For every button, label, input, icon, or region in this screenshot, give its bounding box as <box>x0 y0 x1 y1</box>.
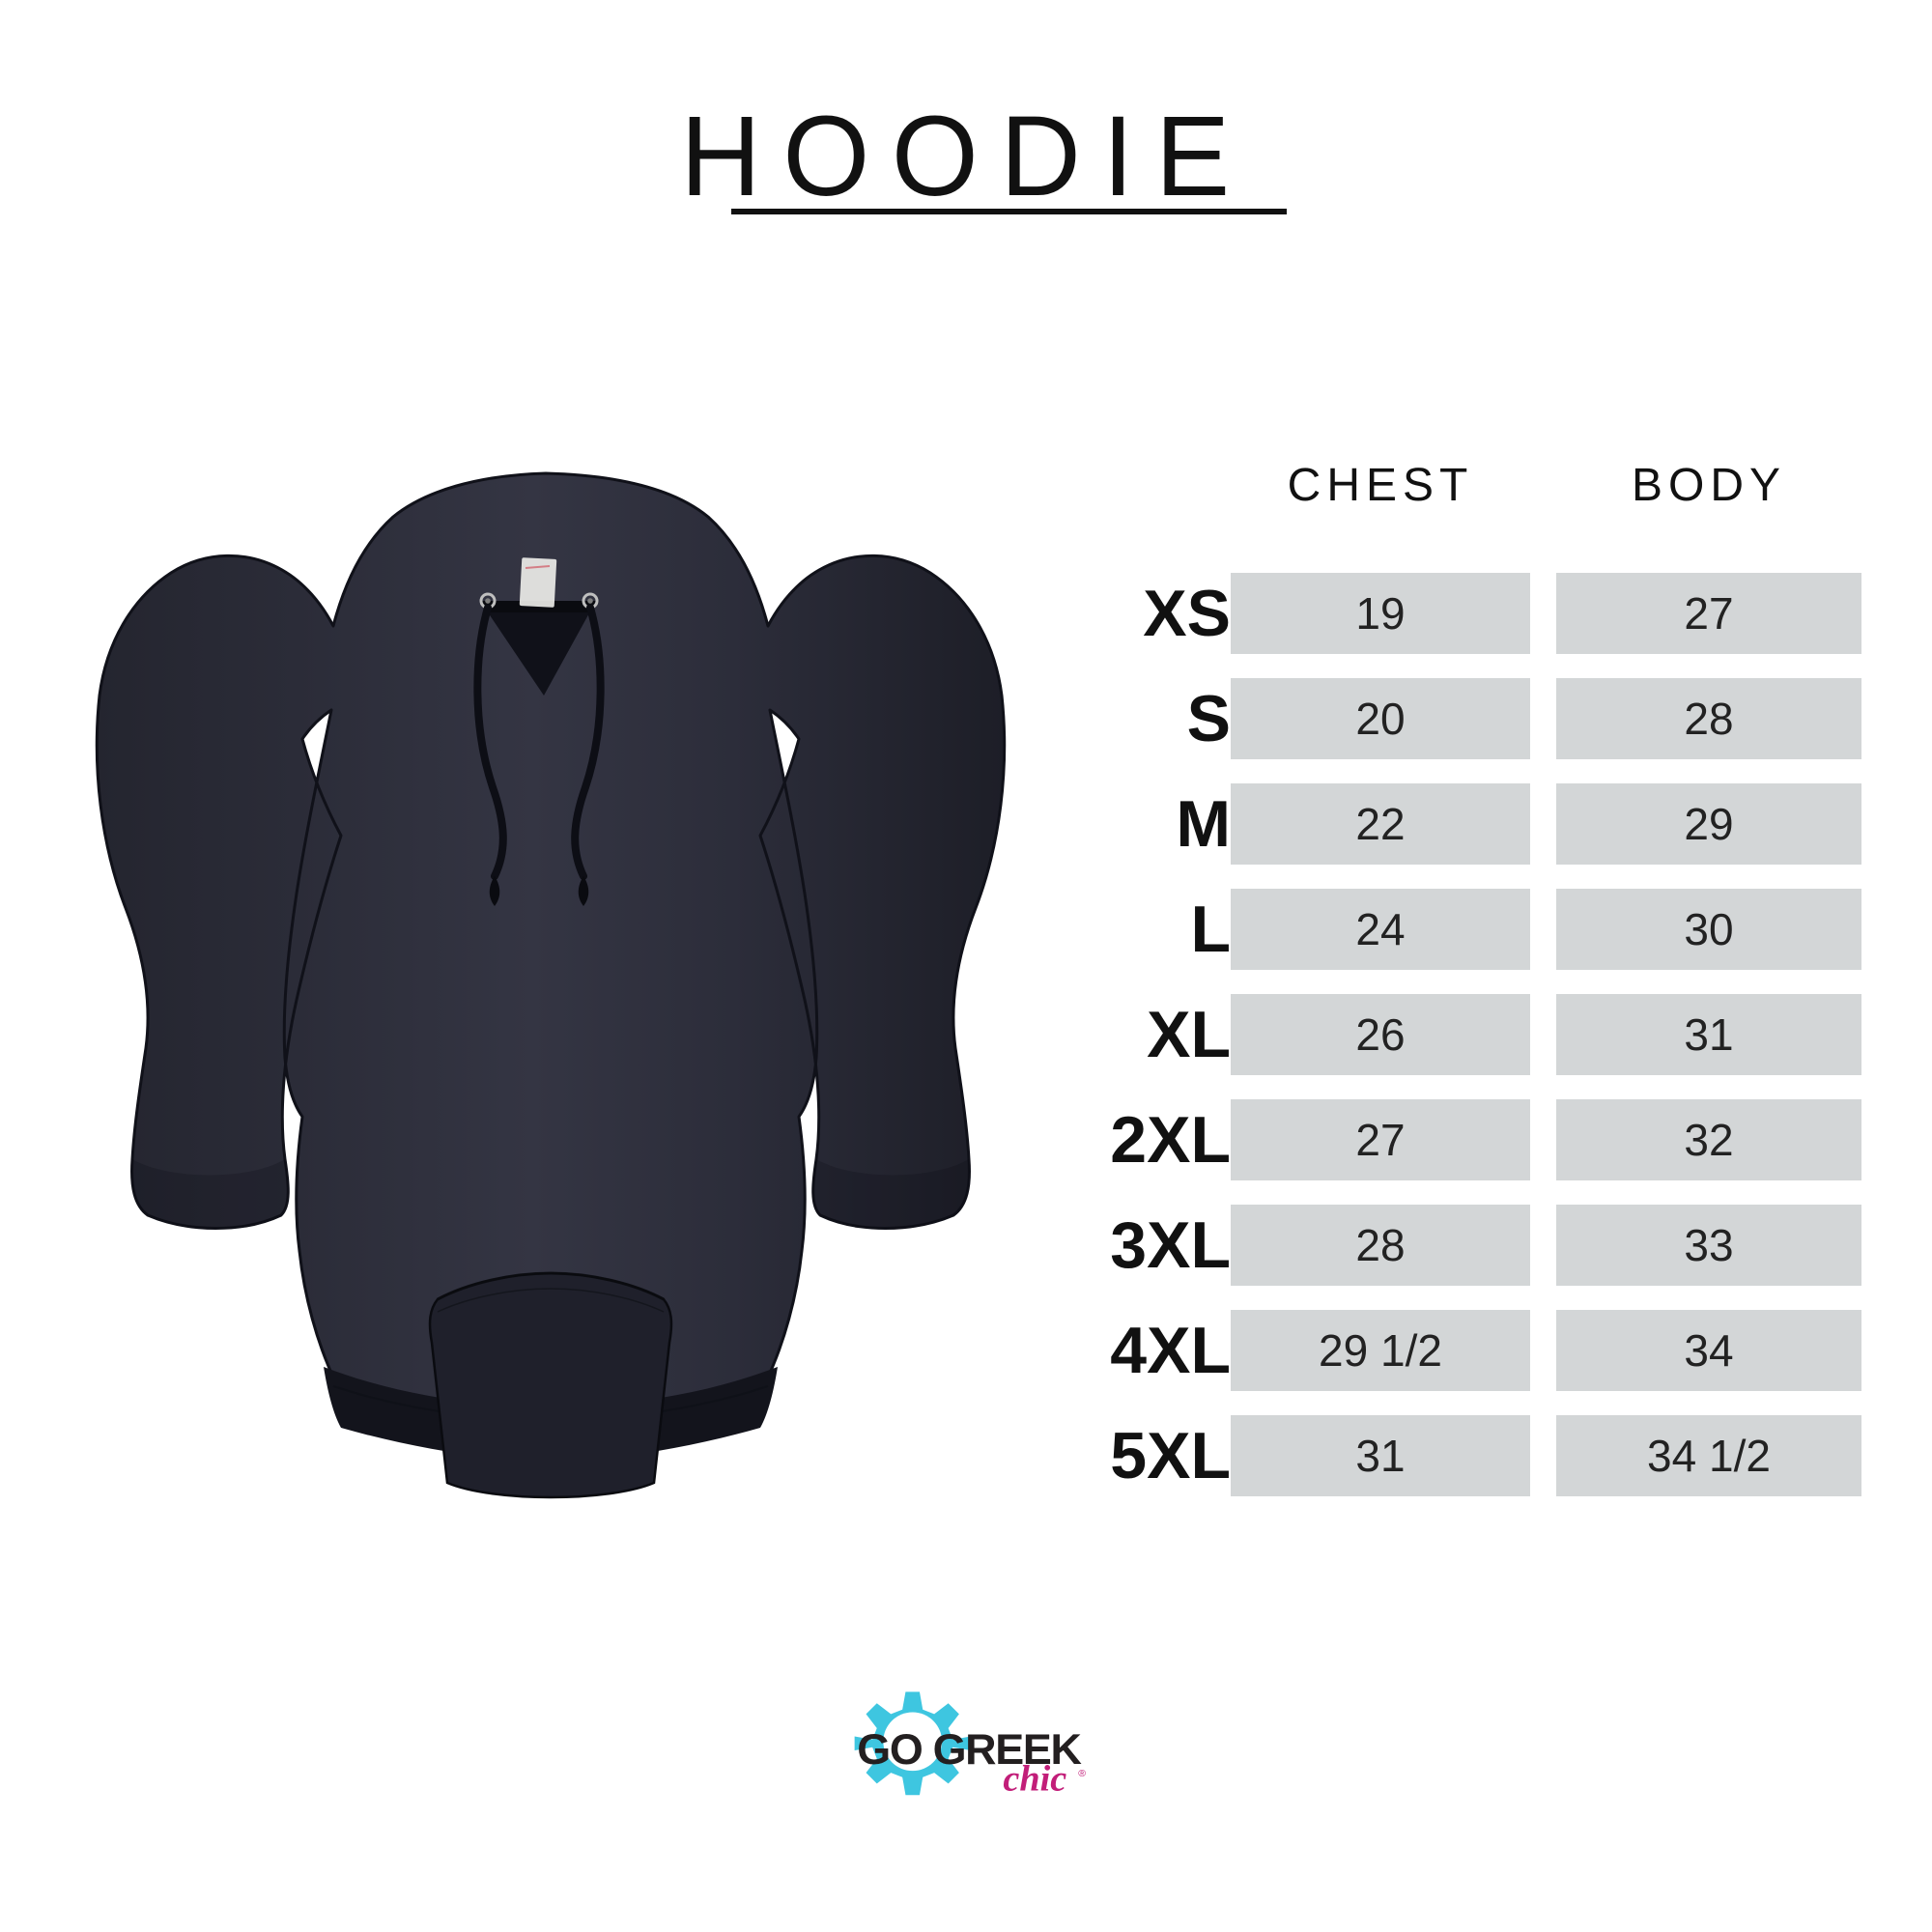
svg-text:®: ® <box>1078 1768 1086 1779</box>
svg-text:chic: chic <box>1003 1759 1066 1800</box>
